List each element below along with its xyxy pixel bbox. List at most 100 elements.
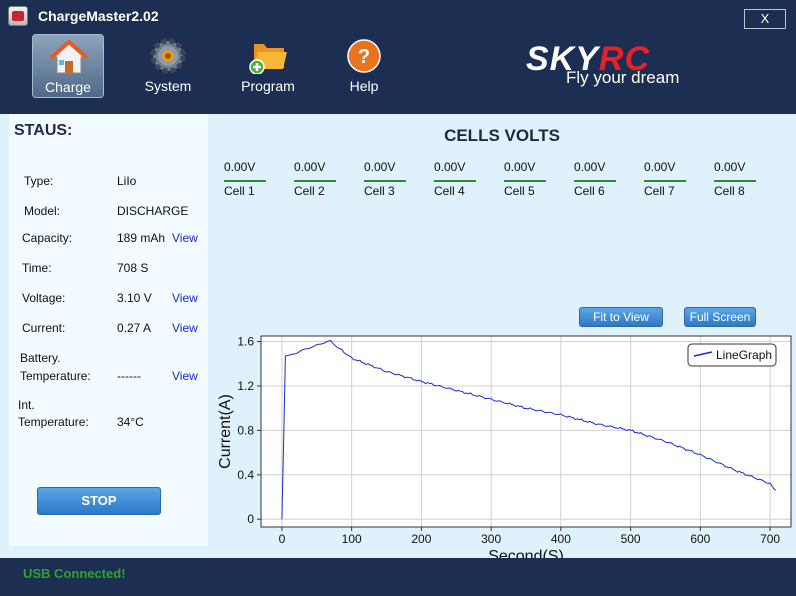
int-label-line2: Temperature: <box>18 415 89 429</box>
stop-button[interactable]: STOP <box>37 487 161 515</box>
status-title: STAUS: <box>14 122 73 139</box>
y-axis-label: Current(A) <box>217 394 234 469</box>
battery-label-line2: Temperature: <box>20 369 91 383</box>
voltage-value: 3.10 V <box>117 291 152 305</box>
x-tick-label: 100 <box>342 532 362 546</box>
x-tick-label: 400 <box>551 532 571 546</box>
cell-name: Cell 4 <box>434 184 465 198</box>
capacity-label: Capacity: <box>22 231 73 245</box>
status-panel: STAUS: Type: LiIo Model: DISCHARGE Capac… <box>0 114 208 558</box>
series-line-linegraph <box>281 340 777 520</box>
cell-voltage: 0.00V <box>294 160 326 174</box>
toolbar: Charge System Program ? Help <box>0 34 796 114</box>
cell-voltage: 0.00V <box>644 160 676 174</box>
cell-divider <box>224 180 266 182</box>
help-button[interactable]: ? Help <box>328 34 400 98</box>
logo-wordmark: SKYRC <box>526 40 650 79</box>
type-label: Type: <box>24 174 54 188</box>
current-chart: 0 100 200 300 400 500 600 700 0 0.4 0.8 1.2 1.6 Secon… <box>217 335 792 558</box>
cell-name: Cell 3 <box>364 184 395 198</box>
capacity-view-link[interactable]: View <box>172 231 198 245</box>
voltage-view-link[interactable]: View <box>172 291 198 305</box>
x-axis-label: Second(S) <box>488 548 564 558</box>
model-label: Model: <box>24 204 61 218</box>
type-value: LiIo <box>117 174 137 188</box>
cell-divider <box>644 180 686 182</box>
y-tick-label: 0.4 <box>237 468 254 482</box>
cell-voltage: 0.00V <box>714 160 746 174</box>
help-label: Help <box>349 78 379 94</box>
close-button[interactable]: X <box>744 9 786 29</box>
cell-divider <box>574 180 616 182</box>
cell-name: Cell 2 <box>294 184 325 198</box>
battery-temp-view-link[interactable]: View <box>172 369 198 383</box>
status-bar: USB Connected! <box>0 558 796 596</box>
cell-4: 0.00V Cell 4 <box>434 160 476 200</box>
cell-1: 0.00V Cell 1 <box>224 160 266 200</box>
program-label: Program <box>241 78 295 94</box>
current-label: Current: <box>22 321 66 335</box>
system-label: System <box>144 78 192 94</box>
cell-voltage: 0.00V <box>434 160 466 174</box>
battery-label-line1: Battery. <box>20 351 61 365</box>
y-tick-label: 1.2 <box>237 379 254 393</box>
cell-name: Cell 7 <box>644 184 675 198</box>
folder-add-icon <box>249 44 287 74</box>
cell-divider <box>714 180 756 182</box>
cell-2: 0.00V Cell 2 <box>294 160 336 200</box>
legend-label: LineGraph <box>716 348 772 362</box>
legend-box <box>687 343 777 367</box>
time-value: 708 S <box>117 261 149 275</box>
legend-swatch <box>693 351 713 357</box>
cell-8: 0.00V Cell 8 <box>714 160 756 200</box>
plot-border <box>260 335 792 528</box>
help-icon: ? <box>347 39 381 73</box>
status-card: STAUS: Type: LiIo Model: DISCHARGE Capac… <box>9 114 208 546</box>
cell-name: Cell 5 <box>504 184 535 198</box>
logo-tagline: Fly your dream <box>566 68 680 87</box>
x-tick-label: 300 <box>481 532 501 546</box>
svg-text:?: ? <box>358 46 370 68</box>
int-temp-value: 34°C <box>117 415 144 429</box>
program-button[interactable]: Program <box>232 34 304 98</box>
fit-to-view-button[interactable]: Fit to View <box>579 307 663 327</box>
x-tick-label: 0 <box>279 532 286 546</box>
current-view-link[interactable]: View <box>172 321 198 335</box>
battery-temp-value: ------ <box>117 369 141 383</box>
cell-3: 0.00V Cell 3 <box>364 160 406 200</box>
window-title: ChargeMaster2.02 <box>38 8 159 24</box>
x-tick-label: 600 <box>690 532 710 546</box>
int-label-line1: Int. <box>18 398 35 412</box>
cell-divider <box>504 180 546 182</box>
y-tick-label: 1.6 <box>237 335 254 349</box>
skyrc-logo: SKYRC Fly your dream <box>526 40 696 90</box>
charge-button[interactable]: Charge <box>32 34 104 98</box>
time-label: Time: <box>22 261 52 275</box>
current-value: 0.27 A <box>117 321 152 335</box>
cell-5: 0.00V Cell 5 <box>504 160 546 200</box>
cell-voltage: 0.00V <box>364 160 396 174</box>
title-bar: ChargeMaster2.02 X <box>0 0 796 34</box>
main-panel: CELLS VOLTS 0.00V Cell 1 0.00V Cell 2 0.00V C… <box>208 114 796 558</box>
system-button[interactable]: System <box>132 34 204 98</box>
full-screen-button[interactable]: Full Screen <box>684 307 756 327</box>
x-tick-label: 200 <box>411 532 431 546</box>
x-tick-label: 500 <box>621 532 641 546</box>
y-tick-label: 0 <box>247 512 254 526</box>
cells-volts-title: CELLS VOLTS <box>444 126 560 145</box>
usb-status: USB Connected! <box>23 566 126 581</box>
cell-name: Cell 8 <box>714 184 745 198</box>
gear-icon <box>150 38 186 74</box>
cell-divider <box>364 180 406 182</box>
cell-voltage: 0.00V <box>504 160 536 174</box>
cell-divider <box>294 180 336 182</box>
cell-divider <box>434 180 476 182</box>
cell-voltage: 0.00V <box>224 160 256 174</box>
cell-7: 0.00V Cell 7 <box>644 160 686 200</box>
house-icon <box>49 40 89 74</box>
logo-rc: RC <box>598 40 651 78</box>
capacity-value: 189 mAh <box>117 231 166 245</box>
y-tick-label: 0.8 <box>237 423 254 437</box>
app-icon <box>8 6 28 26</box>
cell-name: Cell 6 <box>574 184 605 198</box>
